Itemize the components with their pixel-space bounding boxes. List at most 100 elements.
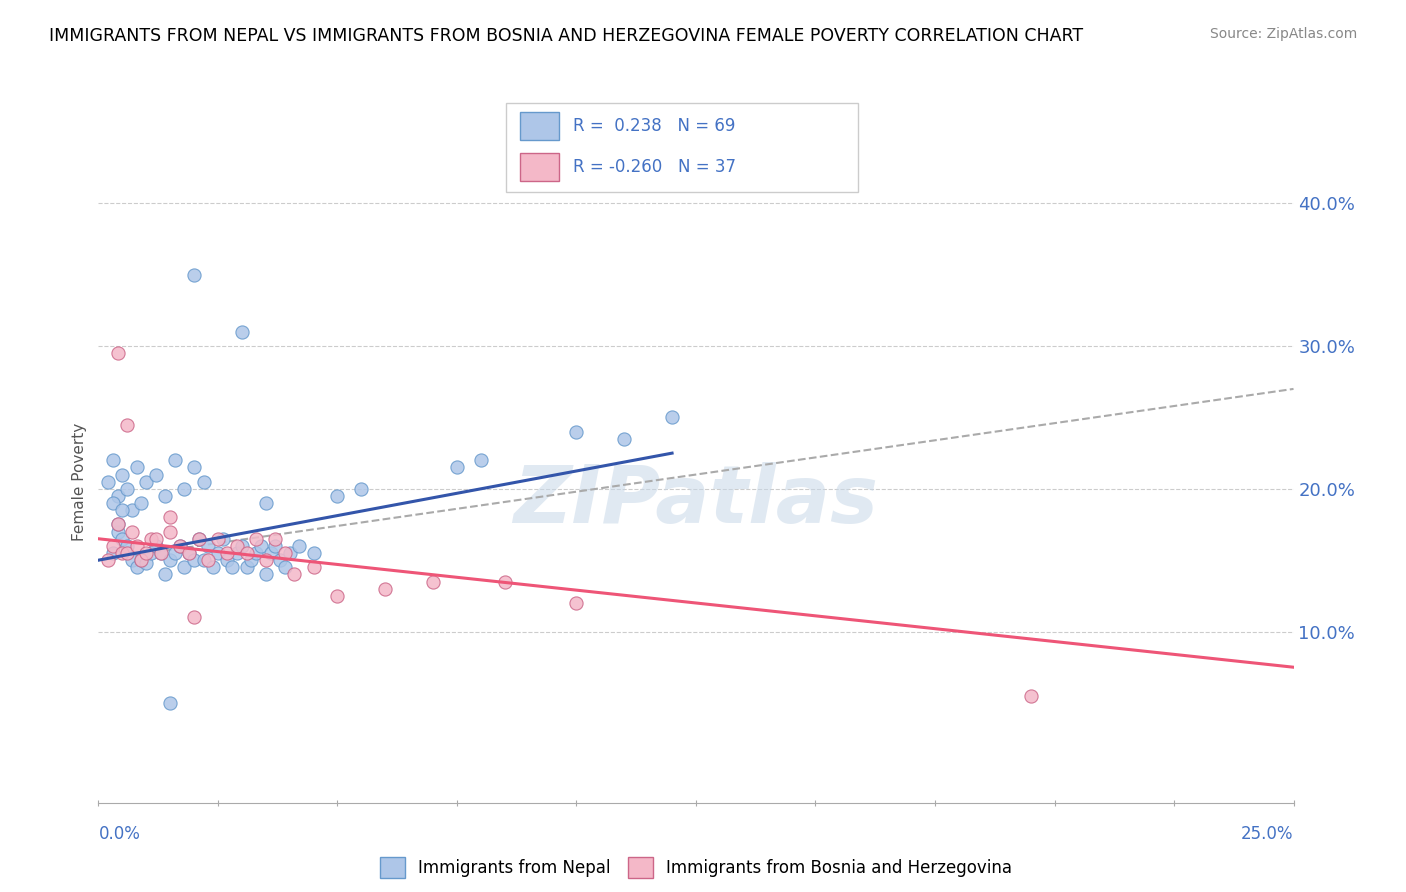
Point [97, 475, 120, 489]
Point [274, 560, 297, 574]
Point [159, 696, 181, 710]
Point [187, 532, 209, 546]
Point [221, 560, 243, 574]
Point [169, 539, 191, 553]
Text: 25.0%: 25.0% [1241, 825, 1294, 843]
Point [288, 539, 311, 553]
Point [326, 489, 349, 503]
Point [235, 546, 257, 560]
Point [494, 574, 516, 589]
Text: IMMIGRANTS FROM NEPAL VS IMMIGRANTS FROM BOSNIA AND HERZEGOVINA FEMALE POVERTY C: IMMIGRANTS FROM NEPAL VS IMMIGRANTS FROM… [49, 27, 1084, 45]
Point [565, 425, 588, 439]
Point [145, 532, 167, 546]
Point [197, 553, 219, 567]
Point [107, 517, 129, 532]
Point [179, 546, 201, 560]
Point [135, 475, 157, 489]
Point [183, 460, 205, 475]
Point [115, 417, 138, 432]
Point [302, 546, 325, 560]
Point [115, 546, 138, 560]
Point [163, 453, 186, 467]
Point [235, 560, 257, 574]
Point [183, 610, 205, 624]
Point [115, 482, 138, 496]
Point [187, 532, 209, 546]
Point [217, 546, 239, 560]
Point [97, 553, 120, 567]
Point [193, 475, 215, 489]
Point [121, 503, 143, 517]
Point [159, 553, 181, 567]
Point [274, 546, 297, 560]
Point [125, 460, 148, 475]
Point [245, 532, 267, 546]
Text: Source: ZipAtlas.com: Source: ZipAtlas.com [1209, 27, 1357, 41]
Point [101, 546, 124, 560]
Point [350, 482, 373, 496]
FancyBboxPatch shape [506, 103, 858, 192]
Point [302, 560, 325, 574]
Point [179, 546, 201, 560]
Point [139, 532, 162, 546]
Point [131, 496, 153, 510]
Point [278, 546, 301, 560]
Point [145, 467, 167, 482]
Point [125, 560, 148, 574]
Point [155, 489, 177, 503]
Point [283, 567, 305, 582]
Point [107, 517, 129, 532]
Point [269, 553, 291, 567]
Point [661, 410, 683, 425]
Point [135, 546, 157, 560]
Point [254, 567, 277, 582]
Point [149, 546, 172, 560]
Point [125, 539, 148, 553]
FancyBboxPatch shape [520, 112, 560, 140]
Point [470, 453, 492, 467]
Point [226, 539, 249, 553]
Point [159, 524, 181, 539]
Point [259, 546, 281, 560]
Point [565, 596, 588, 610]
Point [101, 539, 124, 553]
Point [422, 574, 444, 589]
Point [254, 553, 277, 567]
Point [131, 553, 153, 567]
Point [264, 539, 287, 553]
Point [226, 546, 249, 560]
Point [231, 325, 253, 339]
Point [374, 582, 396, 596]
Point [231, 539, 253, 553]
Y-axis label: Female Poverty: Female Poverty [72, 423, 87, 541]
Point [254, 496, 277, 510]
Point [115, 539, 138, 553]
Point [107, 346, 129, 360]
Point [1019, 689, 1042, 703]
Text: R = -0.260   N = 37: R = -0.260 N = 37 [574, 158, 735, 176]
Point [111, 467, 134, 482]
Point [211, 532, 233, 546]
Point [159, 510, 181, 524]
Point [145, 539, 167, 553]
Point [149, 546, 172, 560]
Point [101, 496, 124, 510]
Point [183, 553, 205, 567]
Point [139, 546, 162, 560]
Point [107, 489, 129, 503]
Text: ZIPatlas: ZIPatlas [513, 462, 879, 540]
Point [135, 556, 157, 570]
Text: 0.0%: 0.0% [98, 825, 141, 843]
Point [173, 482, 195, 496]
Point [202, 560, 225, 574]
FancyBboxPatch shape [520, 153, 560, 181]
Point [613, 432, 636, 446]
Point [111, 503, 134, 517]
Point [240, 553, 263, 567]
Point [193, 553, 215, 567]
Point [155, 567, 177, 582]
Point [163, 546, 186, 560]
Point [183, 268, 205, 282]
Point [121, 524, 143, 539]
Point [173, 560, 195, 574]
